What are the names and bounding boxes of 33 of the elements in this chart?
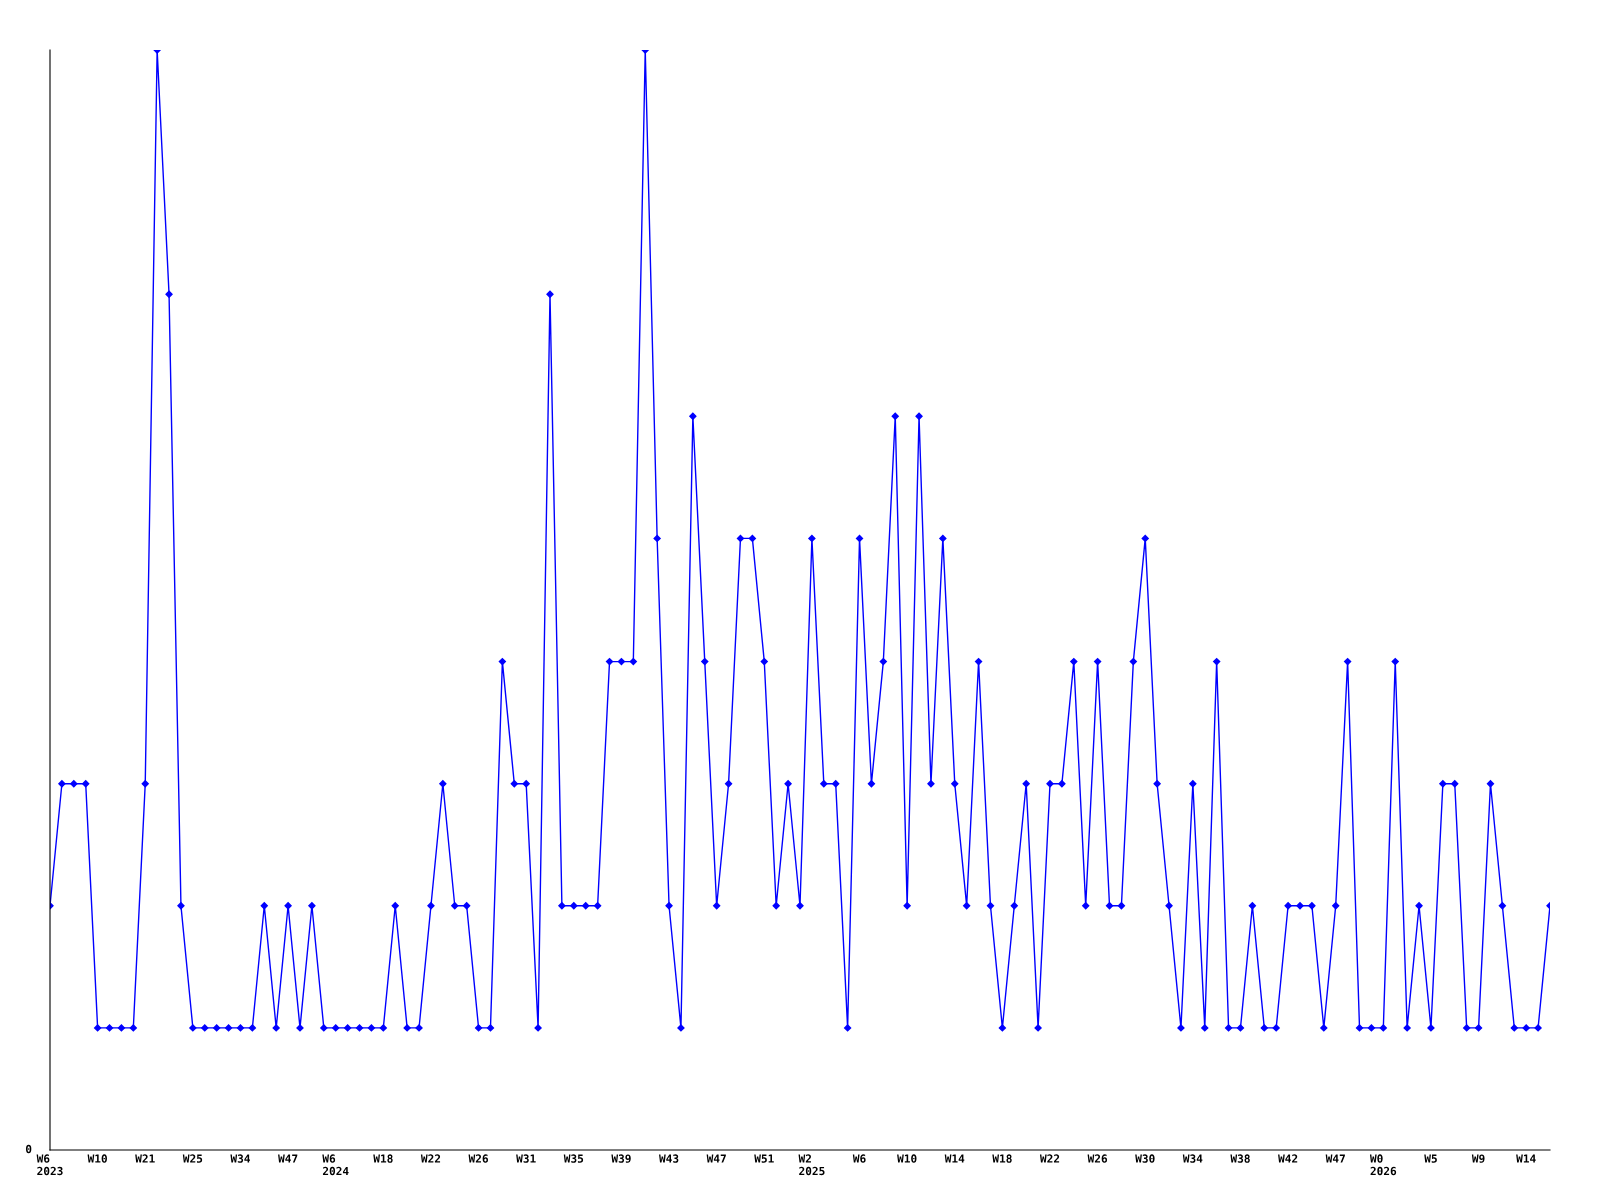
- x-tick-label: W38: [1230, 1154, 1250, 1163]
- x-tick-label: W26: [1087, 1154, 1108, 1163]
- x-tick-label: W26: [468, 1154, 488, 1163]
- x-tick-label: W6 2023: [36, 1154, 63, 1176]
- x-tick-label: W22: [420, 1154, 441, 1163]
- text: 0: [25, 1144, 32, 1154]
- x-tick-label: W47: [278, 1154, 298, 1163]
- x-tick-label: W2 2025: [798, 1154, 825, 1176]
- x-tick-label: W14: [944, 1154, 965, 1163]
- x-tick-label: W0 2026: [1369, 1154, 1397, 1176]
- x-tick-label: W34: [230, 1154, 251, 1163]
- x-tick-label: W43: [659, 1154, 679, 1163]
- x-tick-label: W30: [1135, 1154, 1155, 1163]
- x-tick-label: W18: [992, 1154, 1012, 1163]
- x-tick-label: W18: [373, 1154, 393, 1163]
- x-tick-label: W31: [516, 1154, 536, 1163]
- x-tick-label: W47: [706, 1154, 726, 1163]
- x-tick-label: W35: [563, 1154, 584, 1163]
- x-tick-label: W34: [1182, 1154, 1203, 1163]
- x-tick-label: W6 2024: [322, 1154, 349, 1176]
- x-tick-label: W6: [852, 1154, 866, 1163]
- x-tick-label: W51: [754, 1154, 774, 1163]
- x-tick-label: W42: [1278, 1154, 1298, 1163]
- x-tick-label: W47: [1325, 1154, 1345, 1163]
- x-tick-label: W21: [135, 1154, 155, 1163]
- x-tick-label: W14: [1516, 1154, 1536, 1163]
- x-tick-label: W5: [1424, 1154, 1437, 1163]
- x-tick-label: W25: [182, 1154, 203, 1163]
- x-tick-label: W10: [897, 1154, 917, 1163]
- x-tick-label: W10: [87, 1154, 107, 1163]
- x-tick-label: W9: [1471, 1154, 1485, 1163]
- x-tick-label: W39: [611, 1154, 631, 1163]
- x-tick-label: W22: [1039, 1154, 1060, 1163]
